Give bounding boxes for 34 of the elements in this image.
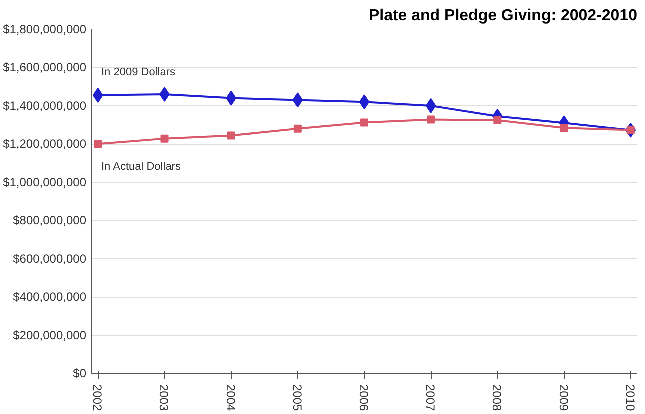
x-tick-label: 2002: [90, 384, 105, 412]
point: [92, 88, 104, 103]
x-tick-label: 2009: [556, 384, 571, 412]
point: [360, 118, 368, 127]
point: [427, 116, 436, 124]
y-tick-label: $200,000,000: [13, 328, 87, 342]
point: [160, 134, 169, 143]
chart-title: Plate and Pledge Giving: 2002-2010: [368, 8, 638, 24]
point: [292, 92, 304, 108]
point: [94, 140, 102, 148]
point: [560, 124, 568, 132]
x-tick-label: 2008: [490, 384, 504, 412]
point: [359, 94, 370, 110]
series-label: In 2009 Dollars: [101, 66, 176, 78]
point: [426, 98, 436, 114]
point: [227, 132, 236, 140]
x-tick-label: 2004: [224, 384, 238, 412]
y-tick-label: $600,000,000: [13, 252, 87, 266]
y-tick-label: $0: [73, 366, 87, 380]
x-tick-label: 2006: [357, 384, 371, 412]
y-tick-label: $800,000,000: [13, 214, 87, 228]
x-tick-label: 2010: [623, 384, 638, 412]
x-tick-label: 2005: [290, 384, 304, 412]
x-tick-label: 2007: [424, 384, 438, 412]
y-tick-label: $1,000,000,000: [3, 175, 87, 190]
series-label: In Actual Dollars: [101, 161, 182, 174]
y-tick-label: $1,600,000,000: [3, 60, 87, 75]
point: [494, 116, 502, 124]
y-tick-label: $1,200,000,000: [3, 137, 87, 152]
point: [294, 124, 302, 133]
y-tick-label: $1,800,000,000: [3, 22, 87, 36]
y-tick-label: $1,400,000,000: [3, 98, 87, 113]
x-tick-label: 2003: [157, 384, 172, 412]
y-tick-label: $400,000,000: [13, 290, 87, 304]
